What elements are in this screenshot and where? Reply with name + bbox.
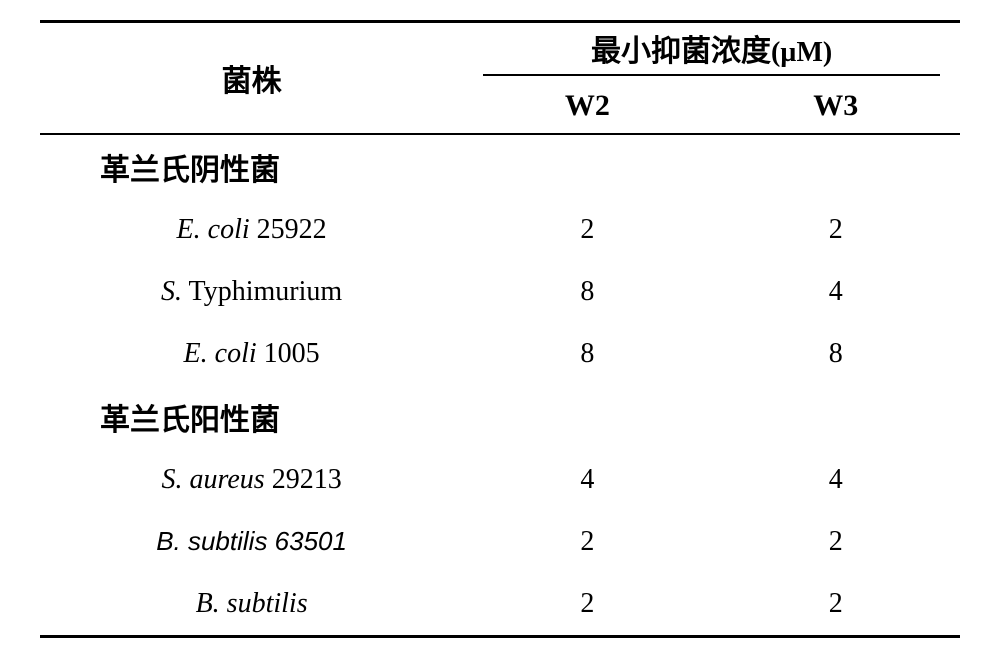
strain-suffix: 29213 [265, 464, 342, 495]
header-strain-label: 菌株 [222, 65, 282, 98]
strain-suffix: Typhimurium [182, 276, 342, 307]
strain-prefix: S. [161, 276, 182, 307]
mic-table: 菌株 最小抑菌浓度(µM) W2 W3 革兰氏阴性菌 E. coli 25922… [40, 20, 960, 638]
strain-suffix: 63501 [267, 526, 347, 556]
strain-prefix: E. coli [177, 214, 250, 245]
strain-suffix: 1005 [257, 338, 320, 369]
strain-prefix: B. subtilis [196, 588, 308, 619]
strain-prefix: S. aureus [162, 464, 265, 495]
strain-name: B. subtilis [40, 573, 463, 637]
mic-underline [483, 74, 940, 76]
value-w3: 4 [712, 261, 960, 323]
strain-prefix: B. subtilis [156, 526, 267, 556]
strain-name: E. coli 25922 [40, 199, 463, 261]
strain-name: S. Typhimurium [40, 261, 463, 323]
table-row: E. coli 1005 8 8 [40, 323, 960, 385]
value-w2: 8 [463, 323, 711, 385]
mic-table-container: 菌株 最小抑菌浓度(µM) W2 W3 革兰氏阴性菌 E. coli 25922… [0, 0, 1000, 666]
value-w3: 2 [712, 199, 960, 261]
section-gram-neg: 革兰氏阴性菌 [40, 134, 960, 199]
value-w3: 2 [712, 573, 960, 637]
value-w3: 2 [712, 511, 960, 573]
strain-suffix: 25922 [250, 214, 327, 245]
value-w3: 8 [712, 323, 960, 385]
value-w2: 8 [463, 261, 711, 323]
header-mic-label: 最小抑菌浓度 [591, 26, 771, 74]
header-col-w3: W3 [712, 79, 960, 134]
section-gram-pos: 革兰氏阳性菌 [40, 385, 960, 449]
table-row: S. Typhimurium 8 4 [40, 261, 960, 323]
table-row: B. subtilis 63501 2 2 [40, 511, 960, 573]
header-mic: 最小抑菌浓度(µM) [463, 22, 960, 80]
section-gram-pos-label: 革兰氏阳性菌 [40, 385, 960, 449]
header-row-1: 菌株 最小抑菌浓度(µM) [40, 22, 960, 80]
value-w2: 2 [463, 199, 711, 261]
strain-name: E. coli 1005 [40, 323, 463, 385]
value-w3: 4 [712, 449, 960, 511]
value-w2: 4 [463, 449, 711, 511]
value-w2: 2 [463, 511, 711, 573]
table-row: E. coli 25922 2 2 [40, 199, 960, 261]
header-mic-unit: (µM) [771, 37, 832, 68]
value-w2: 2 [463, 573, 711, 637]
table-row: B. subtilis 2 2 [40, 573, 960, 637]
header-strain: 菌株 [40, 22, 463, 135]
table-row: S. aureus 29213 4 4 [40, 449, 960, 511]
strain-name: B. subtilis 63501 [40, 511, 463, 573]
section-gram-neg-label: 革兰氏阴性菌 [40, 134, 960, 199]
strain-prefix: E. coli [184, 338, 257, 369]
strain-name: S. aureus 29213 [40, 449, 463, 511]
header-col-w2: W2 [463, 79, 711, 134]
